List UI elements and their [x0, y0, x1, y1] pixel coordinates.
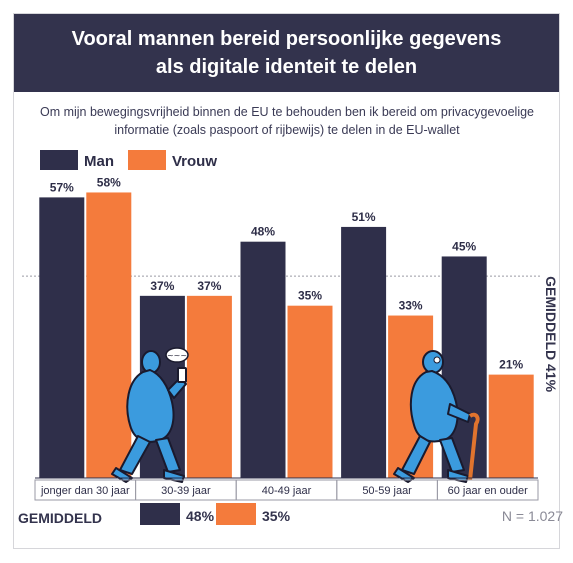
x-tick-label-3: 50-59 jaar — [362, 485, 412, 497]
data-label-man-2: 48% — [251, 225, 275, 239]
bar-vrouw-2 — [287, 305, 333, 478]
legend: Man Vrouw — [40, 150, 217, 170]
x-tick-label-1: 30-39 jaar — [161, 485, 211, 497]
legend-label-vrouw: Vrouw — [172, 153, 217, 170]
legend-label-man: Man — [84, 153, 114, 170]
chart-frame: Vooral mannen bereid persoonlijke gegeve… — [13, 13, 560, 549]
average-man-value: 48% — [186, 508, 215, 524]
data-label-man-0: 57% — [50, 180, 74, 194]
bar-vrouw-0 — [86, 192, 132, 478]
elderly-person-with-cane-icon — [393, 350, 480, 483]
data-label-man-3: 51% — [352, 210, 376, 224]
bar-man-0 — [39, 197, 85, 478]
data-label-vrouw-3: 33% — [399, 299, 423, 313]
data-label-vrouw-0: 58% — [97, 175, 121, 189]
data-label-man-4: 45% — [452, 239, 476, 253]
chart-title-line-1: Vooral mannen bereid persoonlijke gegeve… — [71, 28, 502, 50]
illustrations: ~~~ — [111, 347, 480, 483]
x-tick-label-0: jonger dan 30 jaar — [40, 485, 130, 497]
subtitle-line-1: Om mijn bewegingsvrijheid binnen de EU t… — [39, 105, 535, 119]
sample-size: N = 1.027 — [501, 508, 563, 524]
x-tick-box-4 — [436, 479, 539, 501]
x-tick-label-2: 40-49 jaar — [262, 485, 312, 497]
legend-swatch-man — [40, 150, 78, 170]
subtitle-line-2: informatie (zoals paspoort of rijbewijs)… — [114, 123, 460, 137]
bars-group: 57% 58% 37% 37% 48% 35% 51% 33% 45% 21% — [39, 175, 534, 478]
legend-swatch-vrouw — [128, 150, 166, 170]
chart-title-line-2: als digitale identeit te delen — [155, 56, 418, 78]
bar-vrouw-1 — [186, 295, 232, 478]
chart-subtitle: Om mijn bewegingsvrijheid binnen de EU t… — [22, 103, 552, 139]
chart-header: Vooral mannen bereid persoonlijke gegeve… — [14, 14, 559, 92]
data-label-man-1: 37% — [150, 279, 174, 293]
average-man-swatch — [140, 503, 180, 525]
data-label-vrouw-4: 21% — [499, 358, 523, 372]
svg-text:~~~: ~~~ — [167, 351, 187, 360]
walking-person-with-phone-icon — [111, 350, 187, 483]
x-tick-label-4: 60 jaar en ouder — [448, 485, 528, 497]
bar-man-2 — [240, 241, 286, 478]
data-label-vrouw-1: 37% — [197, 279, 221, 293]
average-vrouw-swatch — [216, 503, 256, 525]
x-axis: jonger dan 30 jaar 30-39 jaar 40-49 jaar 50… — [34, 477, 539, 501]
speech-bubble-icon: ~~~ — [165, 347, 189, 363]
average-reference-label: GEMIDDELD 41% — [543, 276, 559, 392]
bar-man-3 — [341, 226, 387, 478]
bar-vrouw-4 — [488, 374, 534, 478]
average-label: GEMIDDELD — [18, 510, 102, 526]
data-label-vrouw-2: 35% — [298, 289, 322, 303]
average-vrouw-value: 35% — [262, 508, 291, 524]
